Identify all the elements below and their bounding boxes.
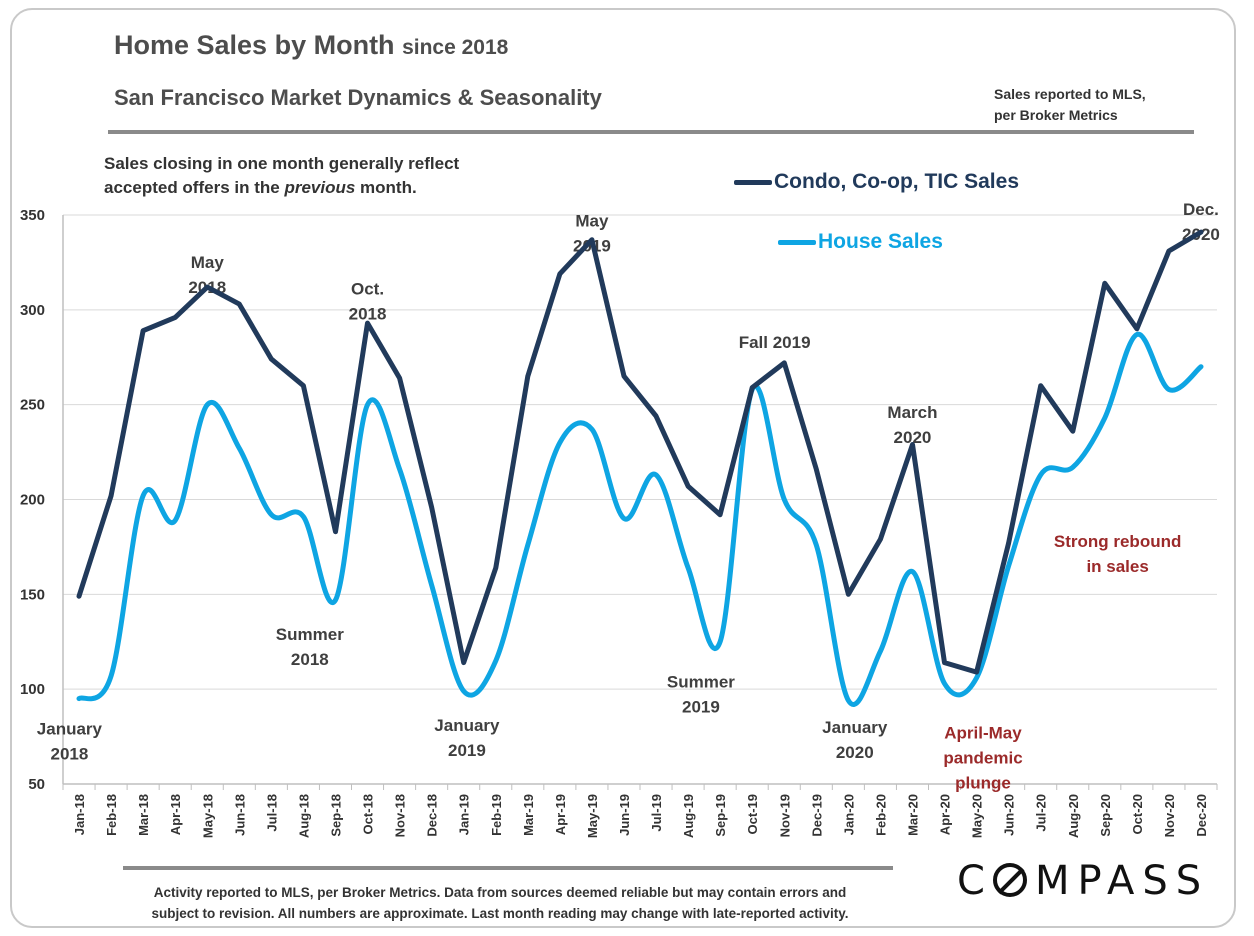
y-tick-label: 50	[28, 776, 45, 793]
x-tick-label: Oct-18	[361, 794, 376, 834]
source-note: Sales reported to MLS, per Broker Metric…	[994, 86, 1146, 123]
x-tick-label: Aug-20	[1066, 794, 1081, 838]
legend-item-condo: Condo, Co-op, TIC Sales	[734, 170, 1019, 194]
x-tick-label: May-20	[970, 794, 985, 838]
series-line-condo	[76, 229, 1204, 675]
x-tick-label: Dec-19	[809, 794, 824, 837]
x-tick-label: Jan-19	[457, 794, 472, 835]
x-tick-label: Mar-18	[136, 794, 151, 836]
annotation-label: Summer 2019	[667, 672, 735, 716]
y-tick-label: 300	[20, 302, 45, 319]
x-tick-label: Mar-20	[905, 794, 920, 836]
legend-swatch-house	[778, 239, 816, 245]
x-tick-label: Jan-18	[72, 794, 87, 835]
x-tick-label: Apr-19	[553, 794, 568, 835]
x-tick-label: Aug-18	[296, 794, 311, 838]
x-tick-label: Jan-20	[841, 794, 856, 835]
x-tick-label: Apr-20	[938, 794, 953, 835]
chart-subtitle: San Francisco Market Dynamics & Seasonal…	[114, 85, 602, 110]
x-tick-label: Jun-18	[232, 794, 247, 836]
x-tick-label: Jul-20	[1034, 794, 1049, 832]
footer-divider	[123, 866, 893, 870]
x-tick-label: Apr-18	[168, 794, 183, 835]
x-tick-label: May-18	[200, 794, 215, 838]
annotation-label: March 2020	[887, 403, 937, 447]
header-divider	[108, 130, 1194, 134]
annotation-label: April-May pandemic plunge	[943, 723, 1022, 792]
x-tick-label: Feb-20	[873, 794, 888, 836]
y-tick-label: 150	[20, 586, 45, 603]
x-tick-label: Feb-18	[104, 794, 119, 836]
x-tick-label: Aug-19	[681, 794, 696, 838]
compass-logo: C MPASS	[957, 858, 1210, 904]
legend-swatch-condo	[734, 179, 772, 185]
footnote: Activity reported to MLS, per Broker Met…	[151, 885, 849, 921]
chart-frame	[10, 8, 1236, 928]
y-tick-label: 350	[20, 207, 45, 224]
y-tick-label: 200	[20, 492, 45, 509]
x-tick-label: Oct-19	[745, 794, 760, 834]
x-tick-label: Mar-19	[521, 794, 536, 836]
x-tick-label: Nov-20	[1162, 794, 1177, 837]
annotation-label: Strong rebound in sales	[1054, 532, 1181, 576]
x-tick-label: Dec-18	[425, 794, 440, 837]
x-tick-label: Jun-20	[1002, 794, 1017, 836]
compass-logo-o-icon	[992, 863, 1027, 897]
y-tick-label: 100	[20, 681, 45, 698]
annotation-label: January 2019	[434, 716, 500, 760]
legend-item-house: House Sales	[778, 230, 943, 254]
y-tick-label: 250	[20, 397, 45, 414]
x-tick-label: Jul-18	[264, 794, 279, 832]
annotation-label: January 2020	[822, 718, 888, 762]
annotation-label: Summer 2018	[276, 625, 344, 669]
x-tick-label: Jun-19	[617, 794, 632, 836]
x-tick-label: Sep-20	[1098, 794, 1113, 837]
x-tick-label: Nov-18	[393, 794, 408, 837]
x-tick-label: Nov-19	[777, 794, 792, 837]
x-tick-label: Sep-19	[713, 794, 728, 837]
x-tick-label: Jul-19	[649, 794, 664, 832]
series-line-house	[76, 332, 1204, 707]
x-tick-label: May-19	[585, 794, 600, 838]
seasonality-note: Sales closing in one month generally ref…	[104, 154, 460, 197]
annotation-label: Oct. 2018	[349, 280, 387, 324]
annotation-label: January 2018	[37, 720, 103, 764]
x-tick-label: Feb-19	[489, 794, 504, 836]
x-tick-label: Sep-18	[328, 794, 343, 837]
annotation-label: Fall 2019	[739, 333, 811, 352]
x-tick-label: Oct-20	[1130, 794, 1145, 834]
x-tick-label: Dec-20	[1194, 794, 1209, 837]
chart-title: Home Sales by Month since 2018	[114, 30, 509, 60]
